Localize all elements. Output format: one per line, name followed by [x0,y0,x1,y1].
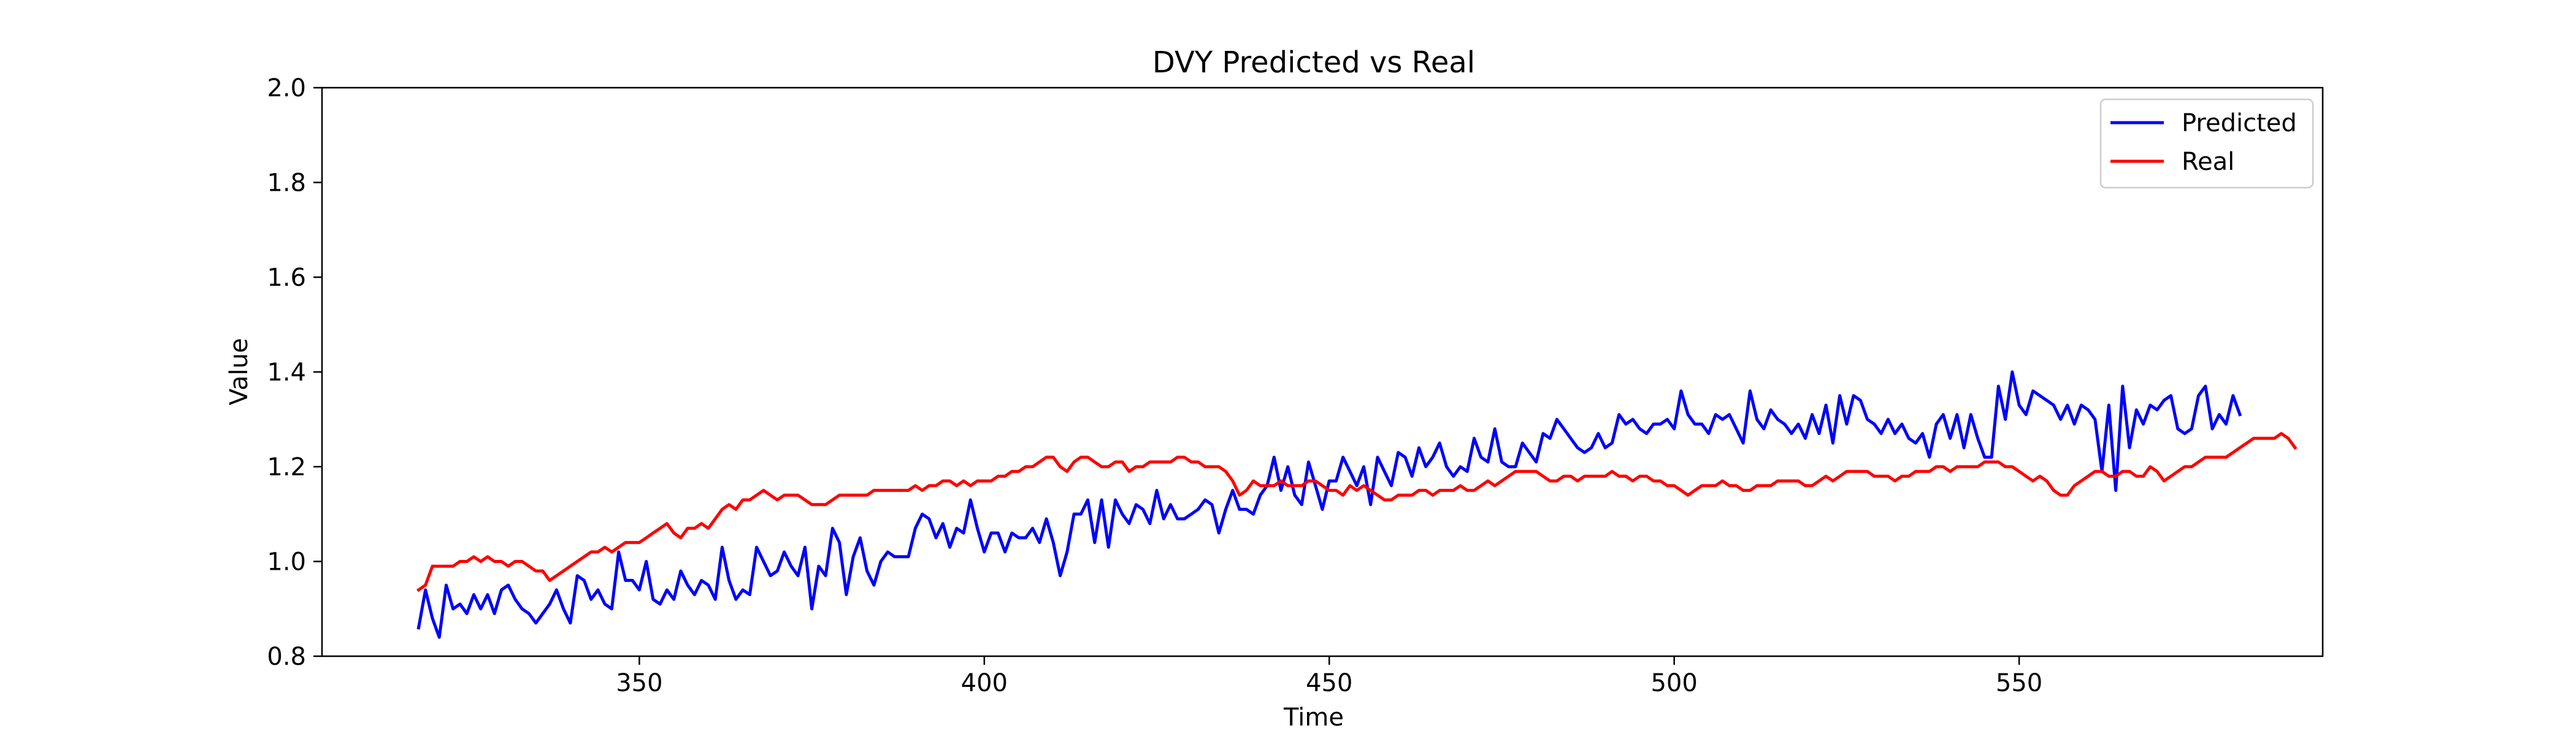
y-tick-label: 1.0 [267,548,306,576]
chart-title: DVY Predicted vs Real [1152,45,1475,80]
x-tick-label: 400 [961,669,1008,697]
y-tick-label: 1.4 [267,359,306,387]
legend-label-real: Real [2182,148,2234,176]
y-tick-label: 0.8 [267,643,306,671]
x-axis-title: Time [1283,703,1344,732]
x-tick-label: 350 [616,669,662,697]
legend: Predicted Real [2099,98,2314,189]
legend-label-predicted: Predicted [2182,109,2297,137]
y-tick-label: 2.0 [267,74,306,102]
plot-layer [416,370,2298,639]
axes-layer: 350 400 450 500 550 0.8 1.0 1.2 1.4 1.6 1.8 2.0 [267,74,2324,697]
x-tick-label: 550 [1996,669,2042,697]
y-tick-label: 1.8 [267,169,306,197]
y-tick-label: 1.2 [267,453,306,481]
y-tick-label: 1.6 [267,264,306,292]
x-tick-label: 500 [1650,669,1697,697]
series-line-predicted [416,370,2242,639]
series-line-real [416,432,2298,592]
y-axis-title: Value [225,338,253,405]
x-tick-label: 450 [1306,669,1352,697]
